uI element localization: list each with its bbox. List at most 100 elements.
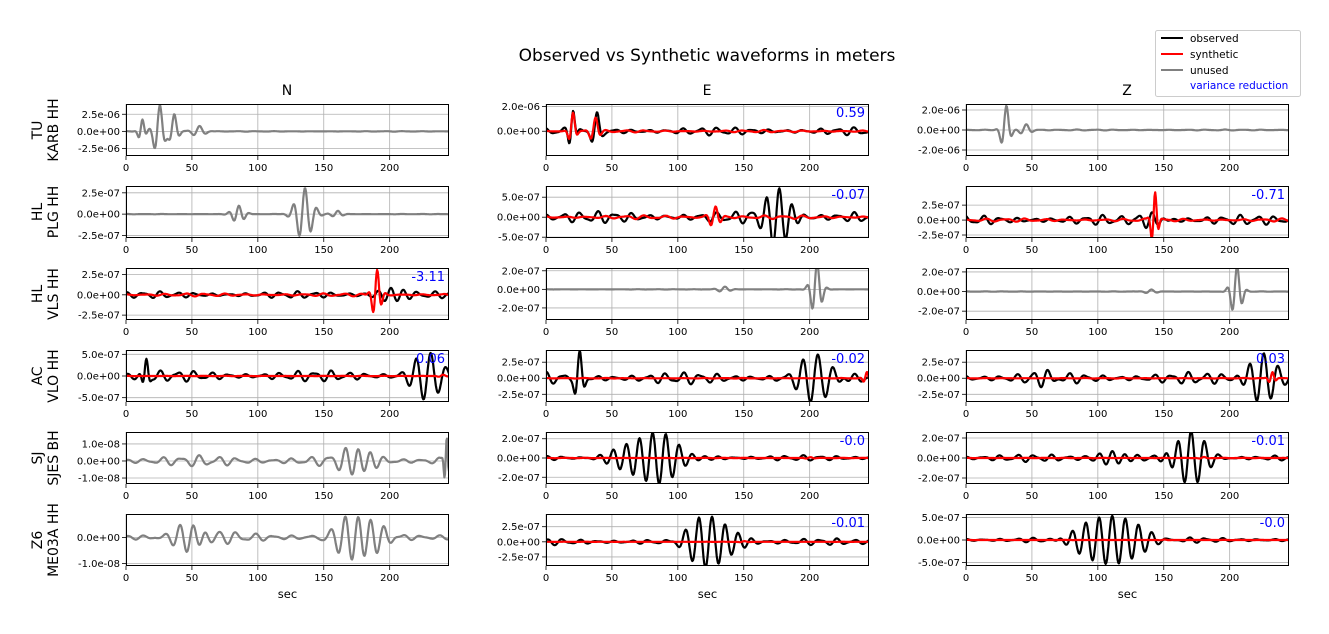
x-tick-label: 200 xyxy=(380,409,399,420)
unused-trace xyxy=(966,268,1289,311)
x-tick-label: 50 xyxy=(1026,163,1039,174)
y-tick-label: -2.5e-07 xyxy=(78,311,120,322)
synthetic-trace xyxy=(546,540,869,544)
trace-group xyxy=(126,515,449,561)
x-tick-label: 0 xyxy=(963,163,969,174)
x-tick-label: 0 xyxy=(543,245,549,256)
x-tick-label: 200 xyxy=(1220,491,1239,502)
y-tick-label: 0.0e+00 xyxy=(77,290,120,301)
variance-reduction-label: 0.03 xyxy=(1256,352,1285,367)
y-tick-label: 0.0e+00 xyxy=(77,456,120,467)
x-tick-label: 150 xyxy=(1154,327,1173,338)
panel-e-row-0: 0 50 100 150 200 2.0e-06 0.0e+00 0.59 xyxy=(497,102,869,174)
synthetic-trace xyxy=(126,373,449,378)
x-tick-label: 200 xyxy=(1220,327,1239,338)
x-tick-label: 200 xyxy=(800,491,819,502)
x-tick-label: 100 xyxy=(668,245,687,256)
x-tick-label: 150 xyxy=(734,327,753,338)
x-tick-label: 50 xyxy=(606,245,619,256)
x-tick-label: 0 xyxy=(543,163,549,174)
y-tick-label: 5.0e-07 xyxy=(502,193,540,204)
station-label-row-5: Z6ME03A HH xyxy=(30,503,62,577)
station-label-row-4: SJSJES BH xyxy=(30,430,62,485)
column-title-n: N xyxy=(282,83,292,99)
figure-title: Observed vs Synthetic waveforms in meter… xyxy=(519,46,896,66)
synthetic-trace xyxy=(966,371,1289,383)
x-tick-label: 200 xyxy=(380,163,399,174)
y-tick-label: -2.5e-07 xyxy=(78,231,120,242)
station-channel: VLO HH xyxy=(46,349,62,402)
panel-e-row-4: 0 50 100 150 200 2.0e-07 0.0e+00 -2.0e-07 -0.0 xyxy=(497,432,869,502)
y-tick-label: 2.0e-06 xyxy=(922,106,960,117)
x-tick-label: 200 xyxy=(800,163,819,174)
panel-frame xyxy=(966,186,1289,238)
x-tick-label: 50 xyxy=(186,409,199,420)
x-tick-label: 150 xyxy=(1154,573,1173,584)
y-tick-label: -2.0e-07 xyxy=(498,473,540,484)
column-title-z: Z xyxy=(1122,83,1132,99)
x-tick-label: 150 xyxy=(314,327,333,338)
y-tick-label: -2.0e-07 xyxy=(918,474,960,485)
y-tick-label: 0.0e+00 xyxy=(497,454,540,465)
y-tick-label: 2.5e-07 xyxy=(82,270,120,281)
y-tick-label: -2.0e-07 xyxy=(498,303,540,314)
y-tick-label: 2.5e-07 xyxy=(82,188,120,199)
panel-frame xyxy=(126,350,449,402)
panel-frame xyxy=(126,432,449,484)
y-tick-label: 2.5e-07 xyxy=(502,522,540,533)
y-tick-label: 0.0e+00 xyxy=(77,533,120,544)
x-tick-label: 0 xyxy=(123,409,129,420)
x-tick-label: 100 xyxy=(1088,327,1107,338)
x-tick-label: 0 xyxy=(123,327,129,338)
x-tick-label: 50 xyxy=(1026,327,1039,338)
synthetic-trace xyxy=(546,205,869,227)
x-tick-label: 150 xyxy=(734,409,753,420)
x-tick-label: 50 xyxy=(1026,409,1039,420)
x-tick-label: 150 xyxy=(314,491,333,502)
x-tick-label: 50 xyxy=(606,491,619,502)
x-tick-label: 200 xyxy=(800,573,819,584)
x-tick-label: 0 xyxy=(543,573,549,584)
y-tick-label: -5.0e-07 xyxy=(918,558,960,569)
x-tick-label: 100 xyxy=(1088,409,1107,420)
trace-group xyxy=(126,104,449,150)
y-tick-label: -2.0e-06 xyxy=(918,146,960,157)
x-tick-label: 100 xyxy=(248,491,267,502)
x-tick-label: 0 xyxy=(963,245,969,256)
synthetic-trace xyxy=(546,111,869,141)
x-tick-label: 0 xyxy=(543,491,549,502)
trace-group xyxy=(546,515,869,566)
x-tick-label: 150 xyxy=(314,573,333,584)
y-tick-label: 1.0e-08 xyxy=(82,439,120,450)
y-tick-label: 0.0e+00 xyxy=(77,210,120,221)
station-label-row-3: ACVLO HH xyxy=(30,349,62,402)
y-tick-label: 0.0e+00 xyxy=(497,213,540,224)
synthetic-trace xyxy=(546,456,869,460)
observed-trace xyxy=(966,352,1289,402)
x-tick-label: 200 xyxy=(800,327,819,338)
x-tick-label: 100 xyxy=(248,163,267,174)
panel-frame xyxy=(126,268,449,320)
y-tick-label: 2.0e-06 xyxy=(502,102,540,113)
variance-reduction-label: -0.01 xyxy=(831,516,865,531)
x-tick-label: 100 xyxy=(248,573,267,584)
x-tick-label: 50 xyxy=(186,245,199,256)
panel-frame xyxy=(546,186,869,238)
unused-trace xyxy=(126,515,449,561)
y-tick-label: -1.0e-08 xyxy=(78,474,120,485)
trace-group xyxy=(546,432,869,484)
panel-n-row-0: 0 50 100 150 200 2.5e-06 0.0e+00 -2.5e-06 xyxy=(77,104,449,174)
trace-group xyxy=(546,187,869,238)
panel-frame xyxy=(966,514,1289,566)
network-code: TU xyxy=(30,121,46,141)
y-tick-label: -2.0e-07 xyxy=(918,307,960,318)
y-tick-label: 0.0e+00 xyxy=(497,127,540,138)
panel-n-row-4: 0 50 100 150 200 1.0e-08 0.0e+00 -1.0e-08 xyxy=(77,432,449,502)
panel-frame xyxy=(546,514,869,566)
x-tick-label: 100 xyxy=(668,163,687,174)
x-tick-label: 150 xyxy=(314,163,333,174)
unused-trace xyxy=(126,187,449,237)
x-tick-label: 50 xyxy=(1026,573,1039,584)
synthetic-trace xyxy=(966,538,1289,542)
trace-group xyxy=(126,437,449,479)
